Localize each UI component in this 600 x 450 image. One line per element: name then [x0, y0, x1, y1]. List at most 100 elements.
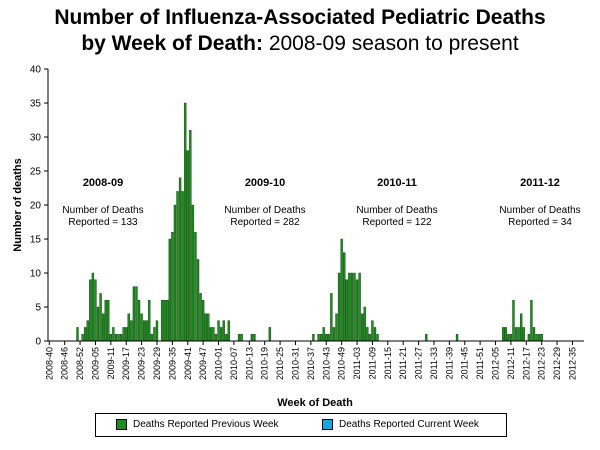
y-tick-label: 25	[30, 167, 42, 178]
bar	[207, 313, 210, 342]
x-tick-label: 2012-35	[567, 347, 577, 380]
bar	[196, 259, 200, 342]
x-tick-label: 2011-21	[398, 347, 408, 379]
bar	[173, 204, 177, 342]
bar	[112, 327, 115, 342]
bar	[99, 293, 102, 342]
bar	[535, 334, 538, 342]
bar	[512, 300, 515, 342]
bar	[150, 334, 154, 342]
annotation-line-1: Number of Deaths	[224, 205, 305, 216]
bar	[119, 334, 123, 342]
chart-subtitle-bold: by Week of Death:	[81, 32, 263, 55]
legend-swatch-previous	[116, 419, 127, 430]
bar	[237, 334, 241, 342]
bar	[455, 334, 459, 342]
x-tick-label: 2010-01	[214, 347, 224, 380]
annotation-line-1: Number of Deaths	[62, 205, 143, 216]
bar	[363, 306, 366, 342]
season-label: 2008-09	[83, 177, 123, 189]
bar	[355, 279, 359, 342]
bar	[225, 334, 228, 342]
bar	[330, 293, 333, 342]
bar	[517, 327, 520, 342]
y-tick-label: 0	[35, 337, 41, 348]
x-tick-label: 2012-29	[552, 347, 562, 380]
x-tick-label: 2011-15	[383, 347, 393, 379]
bar	[214, 334, 218, 342]
bar	[76, 327, 79, 342]
y-tick-label: 15	[30, 235, 42, 246]
bar	[376, 334, 379, 342]
bar	[530, 300, 533, 342]
bars-layer	[76, 102, 543, 342]
x-tick-label: 2008-46	[60, 347, 70, 380]
bar	[127, 313, 130, 342]
bar	[368, 334, 372, 342]
bar	[94, 279, 97, 342]
bar	[319, 334, 323, 342]
bar	[153, 327, 156, 342]
bar	[312, 334, 315, 342]
annotation-line-1: Number of Deaths	[356, 205, 437, 216]
legend-item-previous: Deaths Reported Previous Week	[116, 419, 278, 430]
bar	[163, 300, 166, 342]
bar	[191, 204, 195, 342]
bar	[178, 177, 182, 342]
bar	[140, 313, 143, 342]
axes-layer: 0 5 10 15 20 25 30 35 40 2008-40 2008-46 2008-52 200…	[30, 65, 584, 380]
bar	[227, 320, 230, 342]
x-tick-label: 2009-11	[106, 347, 116, 379]
bar	[84, 327, 87, 342]
x-tick-label: 2012-17	[521, 347, 531, 380]
x-tick-label: 2009-47	[198, 347, 208, 380]
bar	[504, 327, 507, 342]
bar	[371, 320, 374, 342]
legend-label-current: Deaths Reported Current Week	[339, 419, 479, 430]
y-tick-label: 5	[35, 303, 41, 314]
bar	[104, 300, 107, 342]
bar	[253, 334, 256, 342]
x-tick-label: 2010-31	[290, 347, 300, 380]
bar	[130, 320, 133, 342]
bar	[132, 286, 136, 342]
bar	[86, 320, 89, 342]
season-label: 2011-12	[520, 177, 560, 189]
y-tick-label: 40	[30, 65, 42, 76]
x-tick-label: 2012-05	[491, 347, 501, 380]
bar	[340, 238, 343, 342]
x-tick-label: 2009-41	[183, 347, 193, 380]
x-tick-label: 2011-03	[352, 347, 362, 379]
bar	[89, 279, 92, 342]
bar	[322, 327, 325, 342]
bar	[168, 238, 172, 342]
bar	[160, 300, 164, 342]
x-tick-label: 2010-37	[306, 347, 316, 380]
chart-subtitle-rest: 2008-09 season to present	[262, 32, 519, 55]
bar	[101, 313, 105, 342]
x-tick-label: 2009-35	[167, 347, 177, 380]
bar	[348, 272, 351, 342]
legend: Deaths Reported Previous Week Deaths Rep…	[95, 413, 507, 437]
bar	[335, 313, 338, 342]
bar	[532, 327, 536, 342]
bar	[240, 334, 243, 342]
chart-subtitle: by Week of Death: 2008-09 season to pres…	[0, 32, 600, 56]
annotation-line-2: Reported = 133	[68, 217, 138, 228]
y-tick-label: 30	[30, 133, 42, 144]
bar	[332, 327, 336, 342]
bar	[125, 327, 128, 342]
bar	[366, 327, 369, 342]
bar	[212, 327, 215, 342]
bar	[91, 272, 95, 342]
bar	[527, 334, 531, 342]
bar	[343, 252, 346, 342]
season-label: 2009-10	[245, 177, 285, 189]
bar	[268, 327, 272, 342]
bar	[353, 272, 356, 342]
bar	[317, 334, 320, 342]
bar	[222, 320, 225, 342]
bar	[107, 300, 110, 342]
